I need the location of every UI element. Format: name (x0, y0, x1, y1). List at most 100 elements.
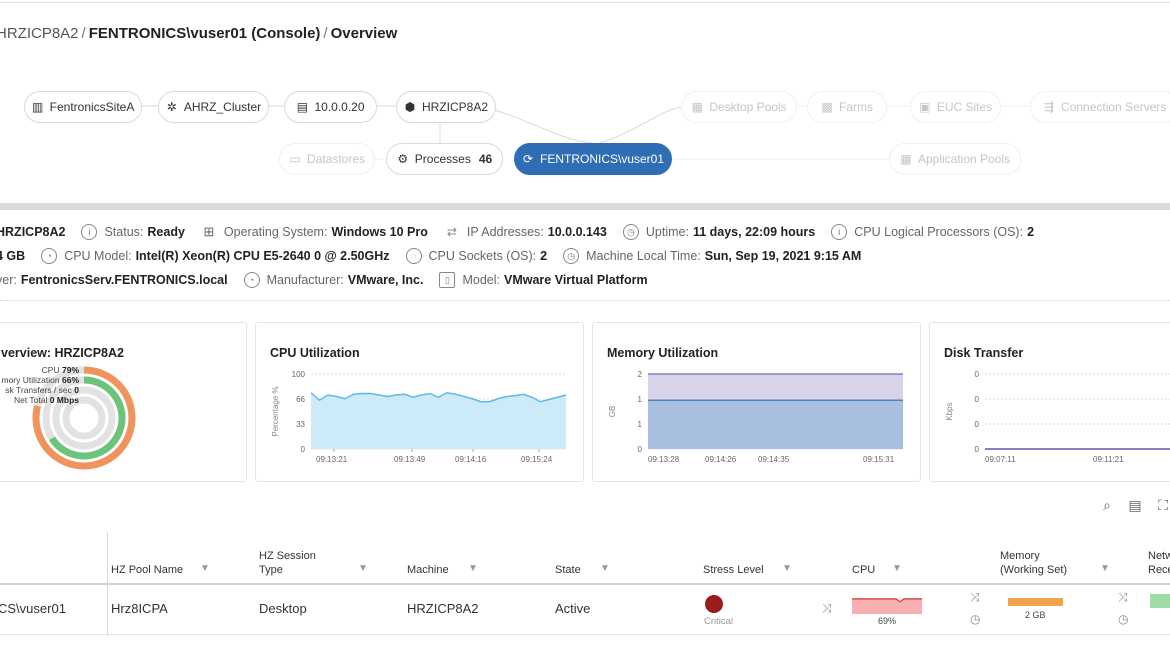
building-icon: ▥ (31, 100, 44, 114)
server-label: ver: (0, 273, 17, 287)
topology-site-node[interactable]: ▥ FentronicsSiteA (24, 91, 142, 123)
farms-icon: ▩ (821, 100, 833, 114)
topology-application-pools-node[interactable]: ▦ Application Pools (889, 143, 1021, 175)
memory-utilization-chart[interactable]: 2 1 1 0 GB 09:13:28 09:14:26 09:14:35 09:15:31 (593, 323, 922, 483)
host-label: 10.0.0.20 (314, 100, 365, 114)
farms-label: Farms (839, 100, 873, 114)
history-clock-icon[interactable]: ◷ (1118, 612, 1129, 626)
desktop-pools-icon: ▦ (691, 100, 703, 114)
manufacturer-gauge-icon: ◔ (243, 272, 260, 288)
vm-label: HRZICP8A2 (421, 100, 489, 114)
topology-euc-sites-node[interactable]: ▣ EUC Sites (910, 91, 1001, 123)
topology-vm-node[interactable]: ⬢ HRZICP8A2 (396, 91, 496, 123)
vm-icon: ⬢ (404, 100, 416, 114)
table-row[interactable]: CS\vuser01 Hrz8ICPA Desktop HRZICP8A2 Ac… (0, 587, 1170, 635)
cpu-utilization-card: CPU Utilization 100 66 33 0 Percentage % 09:1… (255, 322, 584, 482)
cpu-cell-line (852, 598, 922, 603)
cluster-label: AHRZ_Cluster (183, 100, 262, 114)
os-label: Operating System: (223, 225, 328, 239)
topology-farms-node[interactable]: ▩ Farms (807, 91, 887, 123)
x-tick-label: 09:14:26 (705, 455, 737, 464)
gears-icon: ⚙ (397, 152, 409, 166)
top-rule (0, 2, 1170, 3)
col-state-header[interactable]: State (555, 564, 581, 576)
cell-state: Active (555, 601, 591, 616)
topology-processes-node[interactable]: ⚙ Processes 46 (386, 143, 503, 175)
y-tick-label: 0 (301, 445, 306, 454)
windows-icon: ⊞ (203, 224, 215, 239)
breadcrumb-page: Overview (330, 25, 398, 42)
connection-servers-icon: ⇶ (1043, 100, 1055, 114)
info-row-1: HRZICP8A2 i Status: Ready ⊞ Operating Syste… (0, 223, 1050, 241)
section-divider (0, 203, 1170, 210)
filter-icon[interactable]: ▼ (468, 563, 478, 574)
info-row-3: ver:FentronicsServ.FENTRONICS.local ◔ Man… (0, 271, 664, 289)
cpu-sparkline (852, 598, 922, 614)
cpu-cell-area (852, 598, 922, 614)
radial-arc-0 (32, 366, 136, 470)
y-tick-label: 66 (296, 395, 305, 404)
topology-connection-servers-node[interactable]: ⇶ Connection Servers (1030, 91, 1170, 123)
disk-card-title: Disk Transfer (944, 346, 1024, 360)
y-tick-label: 0 (975, 370, 980, 379)
local-time-icon: ◷ (563, 248, 580, 264)
cpu-utilization-chart[interactable]: 100 66 33 0 Percentage % 09:13:21 09:13:49 09:1… (256, 323, 585, 483)
cell-machine: HRZICP8A2 (407, 601, 479, 616)
history-clock-icon[interactable]: ◷ (970, 612, 981, 626)
frozen-column-separator (107, 532, 108, 636)
shuffle-icon[interactable]: ⤨ (1118, 590, 1128, 604)
cell-session-type: Desktop (259, 601, 307, 616)
filter-icon[interactable]: ▼ (600, 563, 610, 574)
breadcrumb: HRZICP8A2/FENTRONICS\vuser01 (Console) / O… (0, 25, 397, 42)
col-session-type-header[interactable]: HZ Session Type (259, 550, 316, 576)
y-tick-label: 1 (638, 395, 643, 404)
overview-card: verview: HRZICP8A2 CPU 79% mory Utilizat… (0, 322, 247, 482)
fullscreen-icon[interactable]: ⛶ (1158, 497, 1168, 513)
filter-icon[interactable]: ▼ (358, 563, 368, 574)
session-power-icon: ⟳ (522, 152, 534, 166)
col-machine-header[interactable]: Machine (407, 564, 449, 576)
cpu-card-title: CPU Utilization (270, 346, 360, 360)
application-pools-label: Application Pools (917, 152, 1011, 166)
y-tick-label: 0 (975, 445, 980, 454)
search-icon[interactable]: ⌕ (1103, 497, 1111, 513)
euc-sites-label: EUC Sites (936, 100, 993, 114)
status-info-icon: i (81, 224, 98, 240)
topology-session-node-active[interactable]: ⟳ FENTRONICS\vuser01 (514, 143, 672, 175)
col-pool-header[interactable]: HZ Pool Name (111, 564, 184, 576)
topology-cluster-node[interactable]: ✲ AHRZ_Cluster (158, 91, 269, 123)
shuffle-icon[interactable]: ⤨ (970, 590, 980, 604)
filter-icon[interactable]: ▼ (200, 563, 210, 574)
table-header: HZ Pool Name ▼ HZ Session Type ▼ Machine… (0, 535, 1170, 585)
filter-icon[interactable]: ▼ (782, 563, 792, 574)
filter-icon[interactable]: ▼ (1100, 563, 1110, 574)
shuffle-icon[interactable]: ⤨ (822, 601, 832, 615)
cpu-area (311, 392, 566, 449)
breadcrumb-parent[interactable]: HRZICP8A2 (0, 25, 79, 42)
ip-value: 10.0.0.143 (547, 225, 607, 239)
model-value: VMware Virtual Platform (504, 273, 648, 287)
network-bar (1150, 594, 1170, 608)
col-stress-header[interactable]: Stress Level (703, 564, 764, 576)
radial-track (62, 396, 106, 440)
x-tick-label: 09:15:31 (863, 455, 895, 464)
y-tick-label: 0 (638, 445, 643, 454)
topology-datastores-node[interactable]: ▭ Datastores (279, 143, 375, 175)
y-tick-label: 100 (292, 370, 306, 379)
y-axis-label: Kbps (945, 402, 954, 420)
x-tick-label: 09:13:49 (394, 455, 426, 464)
col-memory-header[interactable]: Memory (Working Set) (1000, 550, 1068, 576)
export-icon[interactable]: ▤ (1128, 497, 1142, 513)
topology-desktop-pools-node[interactable]: ▦ Desktop Pools (681, 91, 797, 123)
col-cpu-header[interactable]: CPU (852, 564, 876, 576)
col-network-header[interactable]: Netw Rece (1148, 550, 1170, 576)
filter-icon[interactable]: ▼ (892, 563, 902, 574)
y-axis-label: GB (608, 406, 617, 418)
disk-transfer-chart[interactable]: 0 0 0 0 Kbps 09:07:11 09:11:21 (930, 323, 1170, 483)
processes-label: Processes (414, 152, 471, 166)
cpu-model-label: CPU Model: (64, 249, 132, 263)
x-tick-label: 09:15:24 (521, 455, 553, 464)
manufacturer-value: VMware, Inc. (347, 273, 424, 287)
breadcrumb-current[interactable]: FENTRONICS\vuser01 (Console) (88, 25, 321, 42)
topology-host-node[interactable]: ▤ 10.0.0.20 (284, 91, 377, 123)
